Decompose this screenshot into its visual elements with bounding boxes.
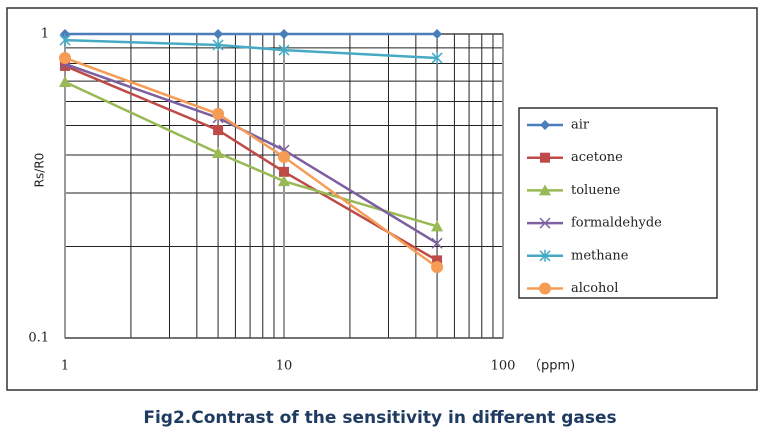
marker — [431, 220, 444, 232]
marker — [539, 282, 551, 295]
marker — [278, 175, 290, 187]
marker — [432, 29, 443, 39]
marker — [59, 76, 71, 88]
legend-label: alcohol — [571, 281, 618, 296]
marker — [540, 120, 550, 130]
marker — [60, 60, 70, 71]
marker — [279, 29, 289, 39]
marker — [432, 255, 443, 266]
legend-box — [518, 107, 718, 299]
legend-label: acetone — [571, 150, 623, 165]
x-tick-label: 10 — [276, 359, 293, 374]
marker — [212, 107, 225, 120]
marker — [431, 51, 443, 64]
x-tick-label: 1 — [61, 359, 69, 374]
marker — [279, 166, 289, 177]
marker — [431, 237, 443, 249]
marker — [213, 29, 224, 39]
marker — [540, 152, 550, 163]
marker — [212, 147, 225, 159]
marker — [213, 125, 224, 136]
legend-label: methane — [571, 248, 629, 263]
marker — [212, 39, 224, 52]
marker — [539, 184, 551, 196]
marker — [60, 29, 70, 39]
marker — [59, 51, 71, 64]
caption: Fig2.Contrast of the sensitivity in diff… — [143, 408, 616, 428]
series-line — [64, 38, 438, 60]
series-line — [64, 64, 438, 262]
marker — [278, 44, 290, 57]
y-tick-label: 1 — [41, 27, 49, 42]
marker — [431, 261, 444, 274]
marker — [539, 249, 551, 262]
y-tick-label: 0.1 — [28, 331, 49, 346]
x-axis-label: （ppm) — [528, 359, 575, 374]
x-tick-label: 100 — [491, 359, 516, 374]
legend-label: toluene — [571, 183, 621, 198]
legend-label: air — [571, 118, 590, 133]
marker — [59, 34, 71, 47]
chart-border — [6, 7, 758, 391]
series-line — [64, 80, 438, 228]
y-axis-label: Rs/R0 — [33, 153, 47, 188]
marker — [278, 150, 290, 163]
series-line — [64, 56, 438, 269]
legend-label: formaldehyde — [571, 216, 662, 231]
marker — [539, 217, 551, 229]
